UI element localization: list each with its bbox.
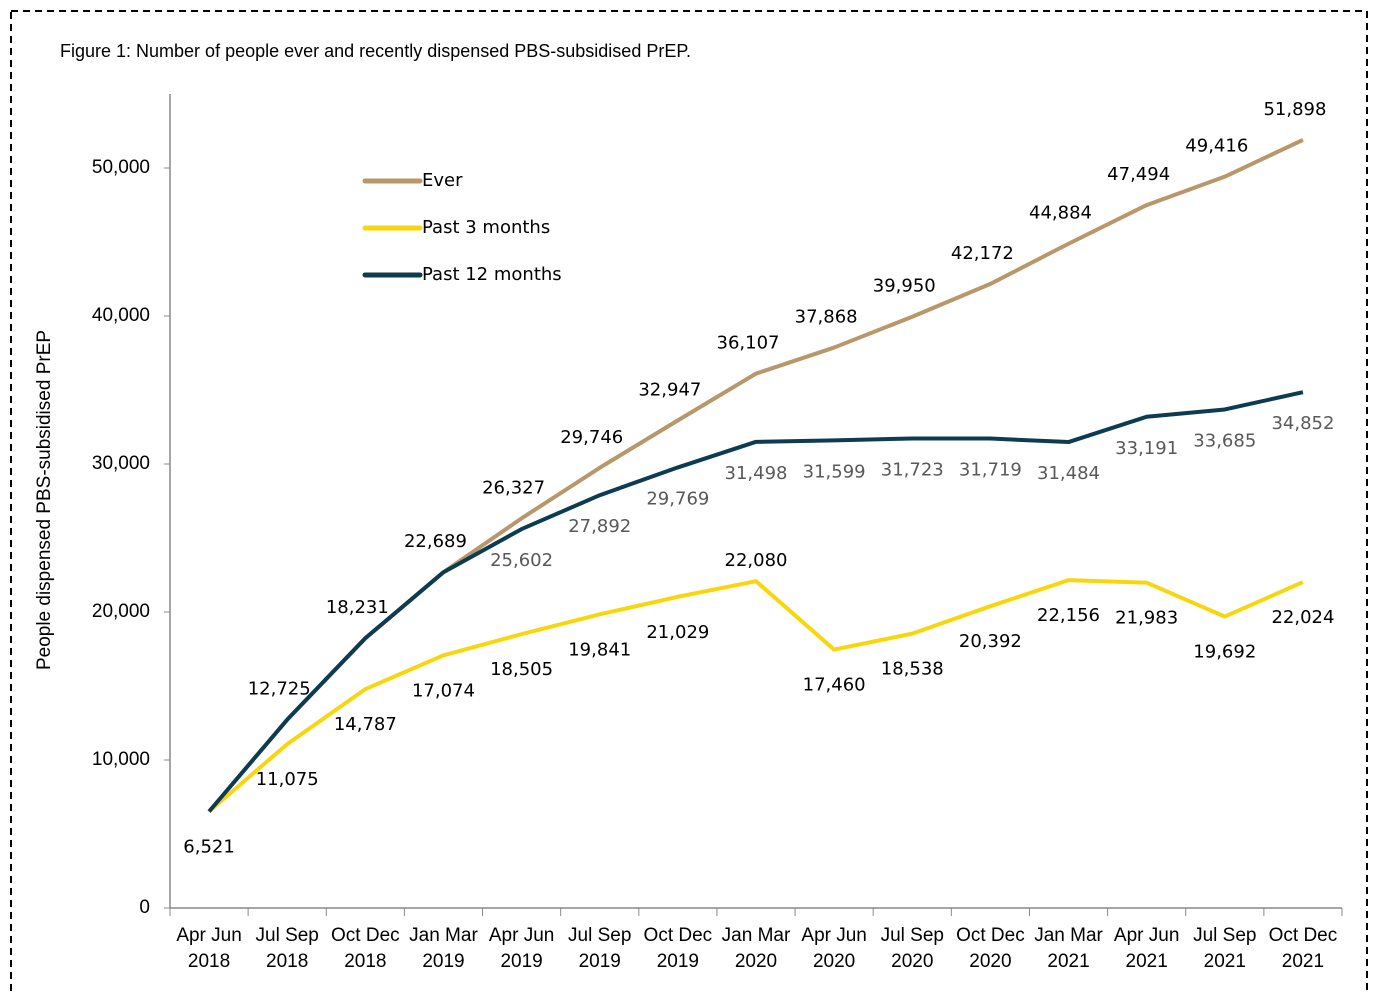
data-label: 22,156 xyxy=(1037,605,1100,626)
data-label: 31,723 xyxy=(881,459,944,480)
x-tick-label: 2020 xyxy=(813,951,855,972)
data-label: 22,080 xyxy=(725,550,788,571)
data-label: 44,884 xyxy=(1029,203,1092,224)
x-tick-label: Oct Dec xyxy=(1269,925,1338,946)
y-tick-label: 10,000 xyxy=(92,749,150,770)
data-label: 18,538 xyxy=(881,659,944,680)
data-label: 22,024 xyxy=(1271,607,1334,628)
legend-label: Past 12 months xyxy=(422,264,562,285)
data-label: 36,107 xyxy=(717,333,780,354)
y-axis-label: People dispensed PBS-subsidised PrEP xyxy=(34,330,55,670)
data-label: 19,841 xyxy=(568,639,631,660)
y-tick-label: 30,000 xyxy=(92,453,150,474)
data-label: 51,898 xyxy=(1263,99,1326,120)
data-label: 42,172 xyxy=(951,243,1014,264)
data-label: 11,075 xyxy=(256,769,319,790)
data-label: 27,892 xyxy=(568,516,631,537)
data-label: 31,498 xyxy=(725,463,788,484)
x-tick-label: Jan Mar xyxy=(722,925,791,946)
x-tick-label: Oct Dec xyxy=(331,925,400,946)
x-tick-label: Jan Mar xyxy=(1034,925,1103,946)
data-label: 17,460 xyxy=(803,675,866,696)
data-label: 49,416 xyxy=(1185,136,1248,157)
x-tick-label: Jan Mar xyxy=(409,925,478,946)
data-label: 39,950 xyxy=(873,276,936,297)
data-label: 37,868 xyxy=(795,307,858,328)
data-label: 29,769 xyxy=(646,488,709,509)
data-label: 19,692 xyxy=(1193,642,1256,663)
x-tick-label: 2020 xyxy=(969,951,1011,972)
series-line xyxy=(207,578,1304,814)
x-tick-label: 2018 xyxy=(188,951,230,972)
data-label: 33,685 xyxy=(1193,430,1256,451)
x-tick-label: Apr Jun xyxy=(176,925,241,946)
data-label: 12,725 xyxy=(248,679,311,700)
x-tick-label: 2020 xyxy=(891,951,933,972)
x-tick-label: 2020 xyxy=(735,951,777,972)
data-label: 14,787 xyxy=(334,714,397,735)
data-label: 29,746 xyxy=(560,427,623,448)
frame xyxy=(10,10,1368,997)
data-label: 6,521 xyxy=(183,836,235,857)
x-tick-label: 2021 xyxy=(1282,951,1324,972)
x-tick-label: Jul Sep xyxy=(256,925,319,946)
x-tick-label: 2018 xyxy=(344,951,386,972)
legend-label: Past 3 months xyxy=(422,217,550,238)
data-label: 33,191 xyxy=(1115,438,1178,459)
data-label: 25,602 xyxy=(490,550,553,571)
x-tick-label: 2018 xyxy=(266,951,308,972)
x-tick-label: Jul Sep xyxy=(1193,925,1256,946)
data-label: 17,074 xyxy=(412,680,475,701)
data-label: 31,719 xyxy=(959,460,1022,481)
x-tick-label: 2019 xyxy=(500,951,542,972)
chart-title: Figure 1: Number of people ever and rece… xyxy=(60,41,691,61)
data-label: 47,494 xyxy=(1107,164,1170,185)
x-tick-label: Apr Jun xyxy=(801,925,866,946)
data-label: 21,029 xyxy=(646,622,709,643)
data-label: 18,505 xyxy=(490,659,553,680)
data-label: 26,327 xyxy=(482,477,545,498)
x-tick-label: 2019 xyxy=(422,951,464,972)
y-tick-label: 0 xyxy=(139,897,150,918)
data-label: 20,392 xyxy=(959,631,1022,652)
data-label: 22,689 xyxy=(404,531,467,552)
legend-label: Ever xyxy=(422,170,463,191)
x-tick-label: 2019 xyxy=(579,951,621,972)
y-tick-label: 20,000 xyxy=(92,601,150,622)
data-label: 21,983 xyxy=(1115,608,1178,629)
x-tick-label: 2021 xyxy=(1047,951,1089,972)
x-tick-label: Oct Dec xyxy=(644,925,713,946)
data-label: 34,852 xyxy=(1271,413,1334,434)
x-tick-label: 2021 xyxy=(1204,951,1246,972)
x-tick-label: Jul Sep xyxy=(568,925,631,946)
data-label: 31,484 xyxy=(1037,463,1100,484)
y-tick-label: 40,000 xyxy=(92,305,150,326)
x-tick-label: Jul Sep xyxy=(881,925,944,946)
x-tick-label: 2021 xyxy=(1126,951,1168,972)
x-tick-label: 2019 xyxy=(657,951,699,972)
series-line xyxy=(207,390,1304,813)
x-tick-label: Apr Jun xyxy=(1114,925,1179,946)
data-label: 31,599 xyxy=(803,461,866,482)
x-tick-label: Oct Dec xyxy=(956,925,1025,946)
data-label: 18,231 xyxy=(326,597,389,618)
x-tick-label: Apr Jun xyxy=(489,925,554,946)
y-tick-label: 50,000 xyxy=(92,157,150,178)
data-label: 32,947 xyxy=(638,379,701,400)
